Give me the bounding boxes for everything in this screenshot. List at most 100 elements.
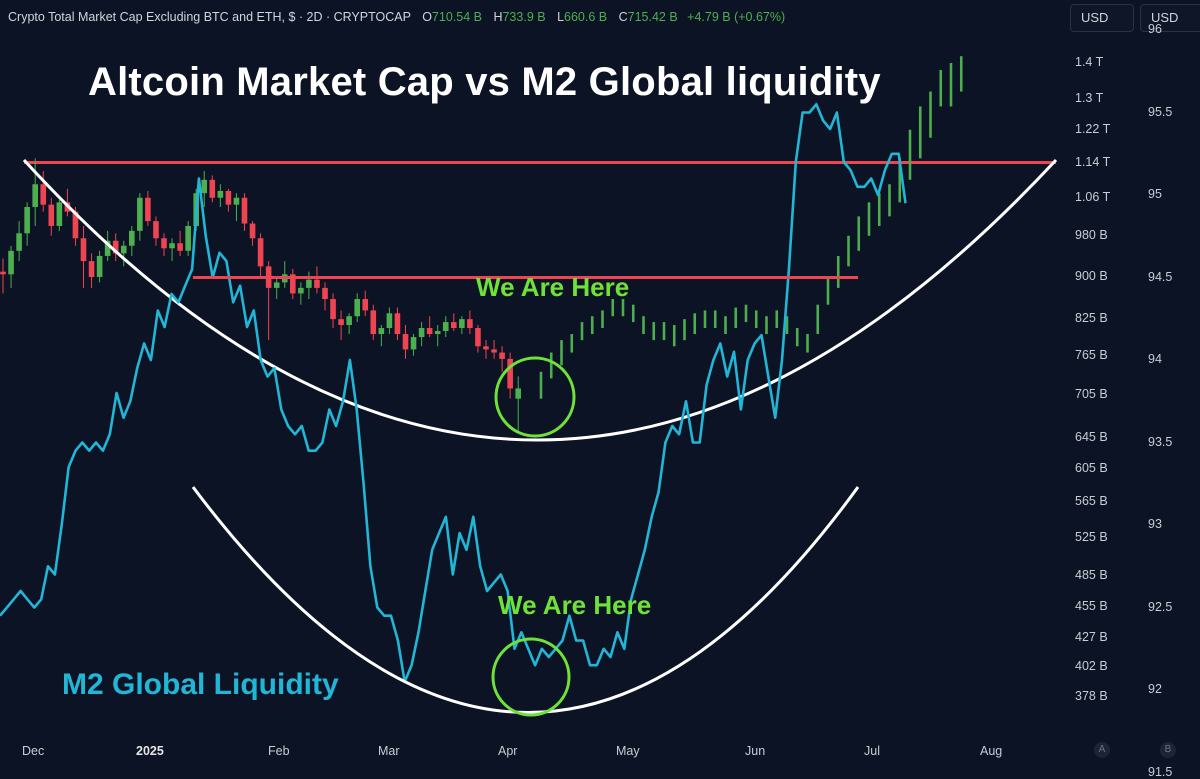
candle-body [426,328,433,335]
high-label: H [493,10,503,24]
time-axis-tick-label: Aug [980,744,1003,758]
open-label: O [422,10,432,24]
symbol-header: Crypto Total Market Cap Excluding BTC an… [8,10,785,24]
left-axis-tick-label: 427 B [1075,630,1108,645]
chart-title: Altcoin Market Cap vs M2 Global liquidit… [88,60,881,104]
m2-line [0,103,907,684]
candle-body [96,255,103,277]
candle-body [298,287,304,294]
candle-body [72,211,79,239]
candle-body [507,358,513,389]
candle-body [241,197,248,224]
candle-body [112,240,119,254]
annotation-we-are-here-bottom: We Are Here [498,590,652,620]
candle-body [346,316,352,326]
candle-body [515,388,521,399]
candle-body [0,271,6,275]
left-axis-tick-label: 1.22 T [1075,121,1111,136]
candle-body [434,331,441,335]
right-axis-tick-label: 93 [1148,517,1162,531]
candle-body [257,238,264,267]
candle-body [378,328,385,335]
candle-body [410,337,417,350]
left-axis-tick-label: 1.4 T [1075,55,1104,70]
candle-body [306,279,312,288]
currency-button-left-axis[interactable]: USD [1070,4,1134,32]
candle-body [233,197,240,205]
candle-body [402,334,409,350]
left-axis-tick-label: 705 B [1075,387,1108,402]
candle-body [249,223,256,239]
left-axis-tick-label: 485 B [1075,568,1108,583]
candle-body [225,190,232,205]
candle-body [40,184,47,205]
left-axis-tick-label: 825 B [1075,311,1108,326]
currency-button-right-axis[interactable]: USD [1140,4,1200,32]
open-value: 710.54 B [431,10,482,24]
candle-body [161,238,167,249]
candle-body [129,230,135,246]
time-axis-tick-label: Apr [498,744,518,758]
candle-body [217,190,224,198]
left-axis-tick-label: 455 B [1075,599,1108,614]
annotation-we-are-here-top: We Are Here [476,272,630,302]
right-axis-tick-label: 93.5 [1148,434,1173,449]
candle-body [80,238,87,262]
candle-body [169,243,175,249]
left-axis-tick-label: 900 B [1075,269,1108,283]
candle-body [8,250,14,275]
candle-body [48,204,55,226]
right-axis-tick-label: 96 [1148,22,1162,36]
candle-body [338,319,344,326]
highlight-circle-top [494,356,576,438]
close-label: C [618,10,628,24]
candle-body [177,243,183,251]
change-value: +4.79 B (+0.67%) [687,10,786,24]
left-axis-tick-label: 1.14 T [1075,154,1111,169]
candle-body [459,319,465,329]
candle-body [370,310,377,335]
candle-body [418,328,425,338]
left-axis-tick-label: 605 B [1075,461,1108,476]
highlight-circle-bottom [491,637,571,717]
candle-body [120,245,127,254]
left-axis-tick-label: 525 B [1075,530,1108,544]
candle-body [451,322,457,329]
candle-body [273,282,280,288]
candle-body [56,202,63,226]
right-axis-tick-label: 92.5 [1148,599,1173,614]
candle-body [386,313,393,329]
low-label: L [557,10,565,24]
time-axis-tick-label: Dec [22,744,45,758]
candle-body [88,261,95,277]
left-axis-tick-label: 1.3 T [1075,90,1104,105]
time-axis-tick-label: Mar [378,744,400,758]
candle-body [16,233,22,251]
left-axis-tick-label: 378 B [1075,689,1108,704]
candle-body [153,221,159,239]
time-axis-tick-label: May [616,744,640,758]
left-axis-tick-label: 765 B [1075,347,1108,362]
candle-body [104,240,111,256]
candle-body [442,322,449,332]
candle-body [330,299,336,320]
candle-body [185,225,191,251]
right-axis-tick-label: 95 [1148,187,1162,201]
candle-body [467,319,473,329]
candle-body [322,287,328,300]
candle-body [499,352,505,359]
left-axis-tick-label: 565 B [1075,494,1108,509]
candle-body [290,274,296,294]
candle-body [145,197,151,222]
candle-body [24,206,30,234]
low-value: 660.6 B [564,10,608,24]
candle-body [475,328,481,347]
candle-body [394,313,401,335]
time-axis-tick-label: Jun [745,744,766,758]
candle-body [201,179,208,194]
scale-b-button[interactable]: B [1160,742,1176,758]
candle-body [491,349,497,353]
left-axis-tick-label: 980 B [1075,227,1108,242]
symbol-name[interactable]: Crypto Total Market Cap Excluding BTC an… [8,10,411,24]
auto-scale-button[interactable]: A [1094,742,1110,758]
